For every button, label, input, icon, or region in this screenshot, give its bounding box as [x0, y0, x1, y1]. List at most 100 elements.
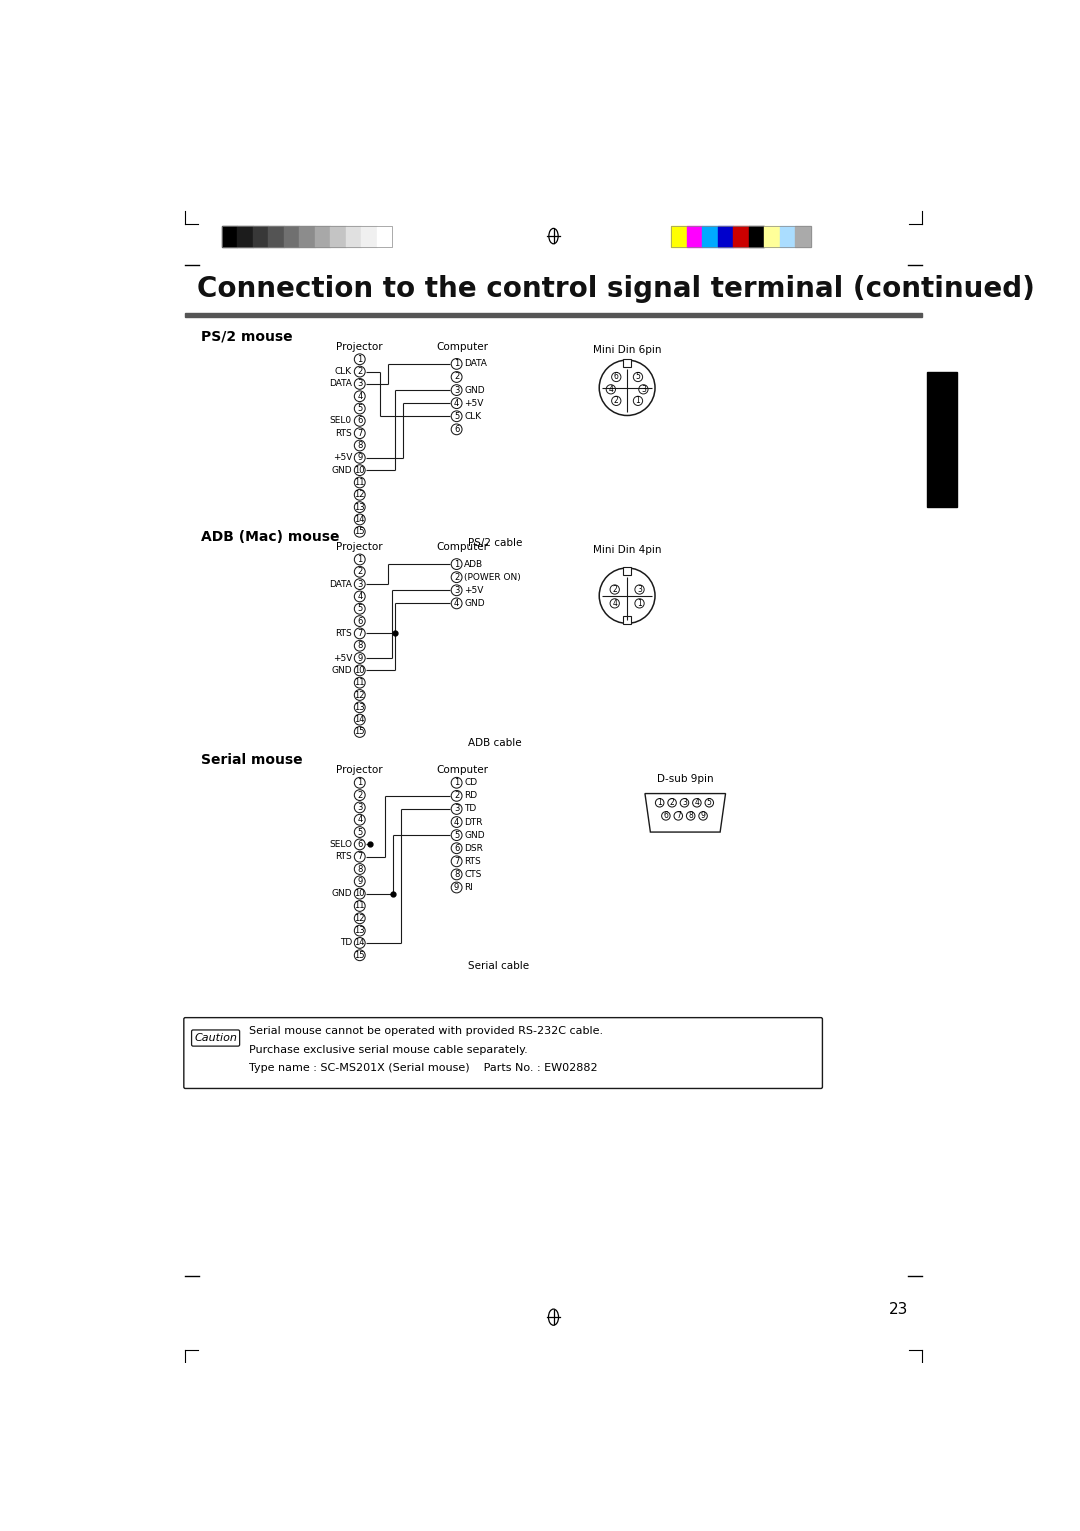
Bar: [330, 227, 346, 246]
Text: 4: 4: [608, 384, 613, 393]
Text: SELO: SELO: [329, 841, 352, 848]
Text: 6: 6: [613, 372, 619, 381]
Text: Computer: Computer: [436, 542, 489, 551]
Text: DSR: DSR: [464, 844, 483, 853]
Bar: [346, 227, 362, 246]
Text: 3: 3: [637, 585, 642, 594]
Bar: [702, 227, 718, 246]
Text: 3: 3: [454, 386, 459, 395]
Text: 6: 6: [357, 617, 363, 626]
Text: 4: 4: [357, 814, 363, 824]
Text: 3: 3: [357, 802, 363, 811]
Text: 3: 3: [357, 380, 363, 389]
Bar: [672, 227, 811, 246]
Text: 1: 1: [637, 599, 642, 608]
Text: 8: 8: [454, 870, 459, 879]
Text: SEL0: SEL0: [329, 416, 352, 426]
Bar: [748, 227, 765, 246]
Polygon shape: [645, 793, 726, 831]
Text: 13: 13: [354, 926, 365, 935]
Text: Computer: Computer: [436, 766, 489, 775]
Text: Serial mouse cannot be operated with provided RS-232C cable.: Serial mouse cannot be operated with pro…: [248, 1026, 603, 1036]
Text: Serial mouse: Serial mouse: [201, 753, 302, 767]
Text: 6: 6: [454, 844, 459, 853]
Text: 15: 15: [354, 527, 365, 536]
Bar: [718, 227, 733, 246]
Text: 10: 10: [354, 465, 365, 475]
Text: 1: 1: [357, 554, 363, 563]
Text: +5V: +5V: [464, 398, 484, 407]
Text: 7: 7: [357, 853, 363, 862]
Text: 6: 6: [357, 841, 363, 848]
Text: 11: 11: [354, 902, 365, 911]
Text: 5: 5: [357, 828, 363, 836]
Bar: [795, 227, 811, 246]
Text: 7: 7: [454, 857, 459, 867]
Bar: [299, 227, 314, 246]
Text: DATA: DATA: [464, 360, 487, 369]
Text: CD: CD: [464, 778, 477, 787]
Text: +5V: +5V: [464, 586, 484, 594]
Text: Serial cable: Serial cable: [469, 961, 529, 972]
Text: 2: 2: [670, 798, 674, 807]
Bar: [253, 227, 268, 246]
Bar: [377, 227, 392, 246]
Text: 2: 2: [454, 573, 459, 582]
Bar: [221, 227, 392, 246]
Text: 9: 9: [357, 453, 363, 462]
Text: 4: 4: [357, 392, 363, 401]
Bar: [733, 227, 748, 246]
Text: 15: 15: [354, 727, 365, 736]
Bar: [186, 312, 921, 317]
Text: 13: 13: [354, 703, 365, 712]
Text: 2: 2: [357, 367, 363, 377]
Text: Connection to the control signal terminal (continued): Connection to the control signal termina…: [197, 276, 1035, 303]
Text: 9: 9: [357, 654, 363, 663]
Text: 4: 4: [612, 599, 617, 608]
Text: GND: GND: [332, 666, 352, 675]
Text: 1: 1: [454, 560, 459, 568]
Text: 1: 1: [658, 798, 662, 807]
Text: RTS: RTS: [464, 857, 481, 867]
Text: +5V: +5V: [333, 453, 352, 462]
Text: 1: 1: [357, 355, 363, 364]
Bar: [362, 227, 377, 246]
Text: PS/2 cable: PS/2 cable: [469, 537, 523, 548]
Text: 4: 4: [694, 798, 700, 807]
Text: RTS: RTS: [335, 853, 352, 862]
Text: 1: 1: [357, 778, 363, 787]
Bar: [765, 227, 780, 246]
Text: 14: 14: [354, 715, 365, 724]
Text: 6: 6: [454, 424, 459, 433]
Text: 3: 3: [683, 798, 687, 807]
Text: 7: 7: [676, 811, 680, 821]
Text: Mini Din 6pin: Mini Din 6pin: [593, 344, 661, 355]
Text: (POWER ON): (POWER ON): [464, 573, 522, 582]
Bar: [687, 227, 702, 246]
Text: 5: 5: [454, 831, 459, 839]
Text: 2: 2: [613, 397, 619, 406]
Text: 8: 8: [357, 641, 363, 651]
Text: 5: 5: [706, 798, 712, 807]
Text: Projector: Projector: [337, 542, 383, 551]
Text: 5: 5: [357, 404, 363, 413]
Bar: [314, 227, 330, 246]
Text: Purchase exclusive serial mouse cable separately.: Purchase exclusive serial mouse cable se…: [248, 1046, 528, 1055]
Text: 14: 14: [354, 514, 365, 524]
Text: RD: RD: [464, 792, 477, 801]
Text: Mini Din 4pin: Mini Din 4pin: [593, 545, 661, 554]
Text: ADB cable: ADB cable: [469, 738, 522, 749]
Text: 15: 15: [354, 951, 365, 960]
Text: RTS: RTS: [335, 629, 352, 638]
Text: CLK: CLK: [464, 412, 482, 421]
Bar: [221, 227, 238, 246]
Text: 6: 6: [663, 811, 669, 821]
Text: 2: 2: [357, 790, 363, 799]
Text: 14: 14: [354, 939, 365, 948]
Text: 4: 4: [454, 599, 459, 608]
Text: 6: 6: [357, 416, 363, 426]
Bar: [672, 227, 687, 246]
Text: Caution: Caution: [194, 1032, 237, 1043]
Bar: [623, 566, 631, 574]
Text: 8: 8: [357, 865, 363, 874]
